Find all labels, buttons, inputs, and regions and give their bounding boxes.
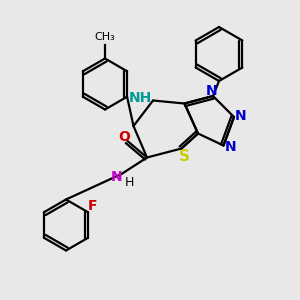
Text: S: S [179,149,190,164]
Text: O: O [118,130,130,144]
Text: N: N [224,140,236,154]
Text: N: N [235,109,246,122]
Text: F: F [88,199,97,213]
Text: CH₃: CH₃ [94,32,116,42]
Text: N: N [206,84,217,98]
Text: H: H [125,176,135,189]
Text: N: N [111,170,123,184]
Text: NH: NH [129,91,152,105]
